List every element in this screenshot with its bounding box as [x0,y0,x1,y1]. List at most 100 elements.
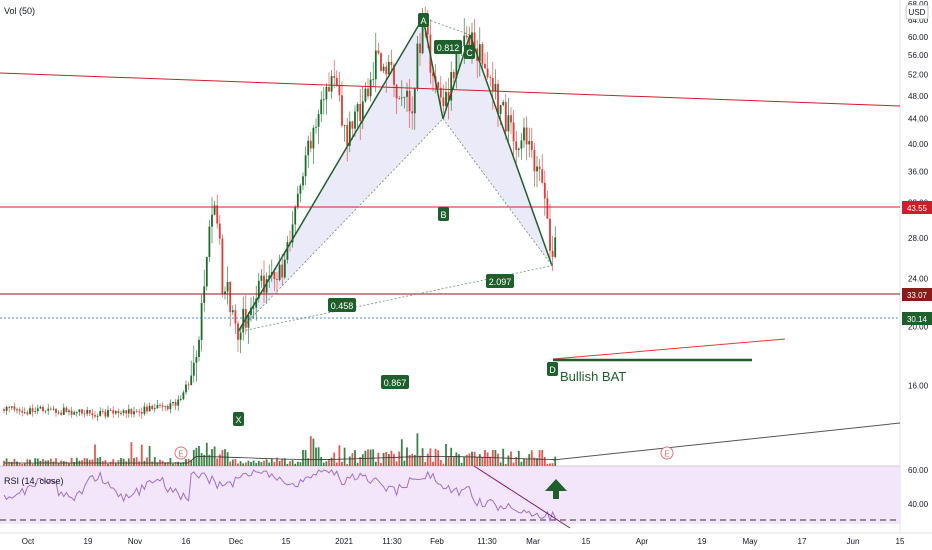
candle-body [250,307,252,315]
rsi-indicator-label[interactable]: RSI (14, close) [4,476,64,486]
candle-body [333,76,336,78]
candle-body [426,25,429,35]
volume-bar [520,461,523,466]
volume-bar [320,456,323,466]
event-marker-1[interactable]: E [174,446,188,460]
candle-body [385,66,388,75]
volume-bar [530,450,533,466]
candle-body [450,72,453,101]
rsi-trendline[interactable] [473,465,571,529]
volume-bar [127,458,130,466]
candle-body [380,53,382,71]
volume-bar [304,450,307,466]
pattern-point-d-text: D [549,365,556,375]
candle-body [372,79,375,81]
volume-bar [372,449,375,466]
pattern-point-d[interactable]: D [547,362,558,376]
pattern-point-c[interactable]: C [464,45,475,59]
candle-body [486,68,489,78]
volume-bar [203,454,206,466]
candle-body [455,52,458,79]
volume-bar [169,457,172,466]
candle-body [185,384,187,393]
candle-body [99,410,102,416]
pattern-point-b[interactable]: B [438,207,449,221]
descending-trendline[interactable] [0,72,901,107]
volume-bar [182,462,185,466]
volume-bar [270,458,273,466]
volume-bar [153,457,156,466]
pattern-leg-ab [422,17,444,119]
price-tag-43-55-text: 43.55 [907,204,928,213]
candle-body [73,412,76,415]
candle-body [216,205,219,224]
candle-body [491,77,494,92]
volume-bar [523,458,525,466]
volume-bar [34,458,37,466]
volume-bar [242,463,245,466]
candle-body [408,90,411,112]
volume-bar [257,460,260,466]
volume-bar [413,454,416,466]
time-tick-label: Nov [128,537,142,546]
candles-layer [3,6,557,421]
volume-bar [179,462,182,466]
candle-body [307,140,310,156]
volume-bar [473,451,476,466]
candle-body [421,22,424,54]
pattern-name-label: Bullish BAT [560,369,626,384]
price-tick-label: 28.00 [908,234,929,243]
candle-body [296,193,299,207]
candle-body [247,314,250,328]
volume-bar [400,439,403,466]
volume-bar [546,463,549,466]
volume-bar [68,463,70,466]
candle-body [242,308,245,333]
currency-badge[interactable]: USD [905,4,929,20]
volume-bar [554,456,557,466]
volume-bar [263,460,265,466]
volume-bar [229,461,232,466]
event-marker-2[interactable]: E [660,446,674,460]
volume-bar [317,447,320,466]
price-tag-last: 30.14 [902,312,932,325]
volume-bar [512,462,515,466]
volume-bar [484,450,486,466]
candle-body [489,77,492,79]
candle-body [138,411,141,413]
candle-body [281,264,284,278]
candle-body [260,275,263,281]
candle-body [81,409,83,414]
candle-body [101,410,104,412]
candle-body [403,96,406,98]
volume-bar [416,433,419,466]
volume-bar [237,463,239,466]
price-tag-33-07-text: 33.07 [907,291,928,300]
volume-bar [114,463,117,466]
candle-body [218,223,221,239]
candle-body [465,35,468,38]
volume-bar [296,461,299,466]
candle-body [473,32,476,49]
candle-body [26,412,29,415]
candle-body [510,115,512,123]
candle-body [382,66,385,71]
candle-body [190,375,193,386]
candle-body [468,37,471,47]
pattern-point-x[interactable]: X [233,412,244,426]
volume-bar [86,458,89,466]
volume-bar [57,462,60,466]
pattern-point-x-text: X [235,415,241,425]
rsi-band [0,466,900,524]
red-projection-line[interactable] [552,338,786,360]
candle-body [364,88,367,102]
pattern-point-a[interactable]: A [418,13,429,27]
volume-bar [23,463,26,466]
candle-body [205,256,208,287]
event-marker-1-text: E [178,450,183,459]
volume-indicator-label[interactable]: Vol (50) [4,6,35,16]
candle-body [549,218,551,251]
volume-bar [510,451,512,466]
volume-trendline[interactable] [552,422,901,461]
